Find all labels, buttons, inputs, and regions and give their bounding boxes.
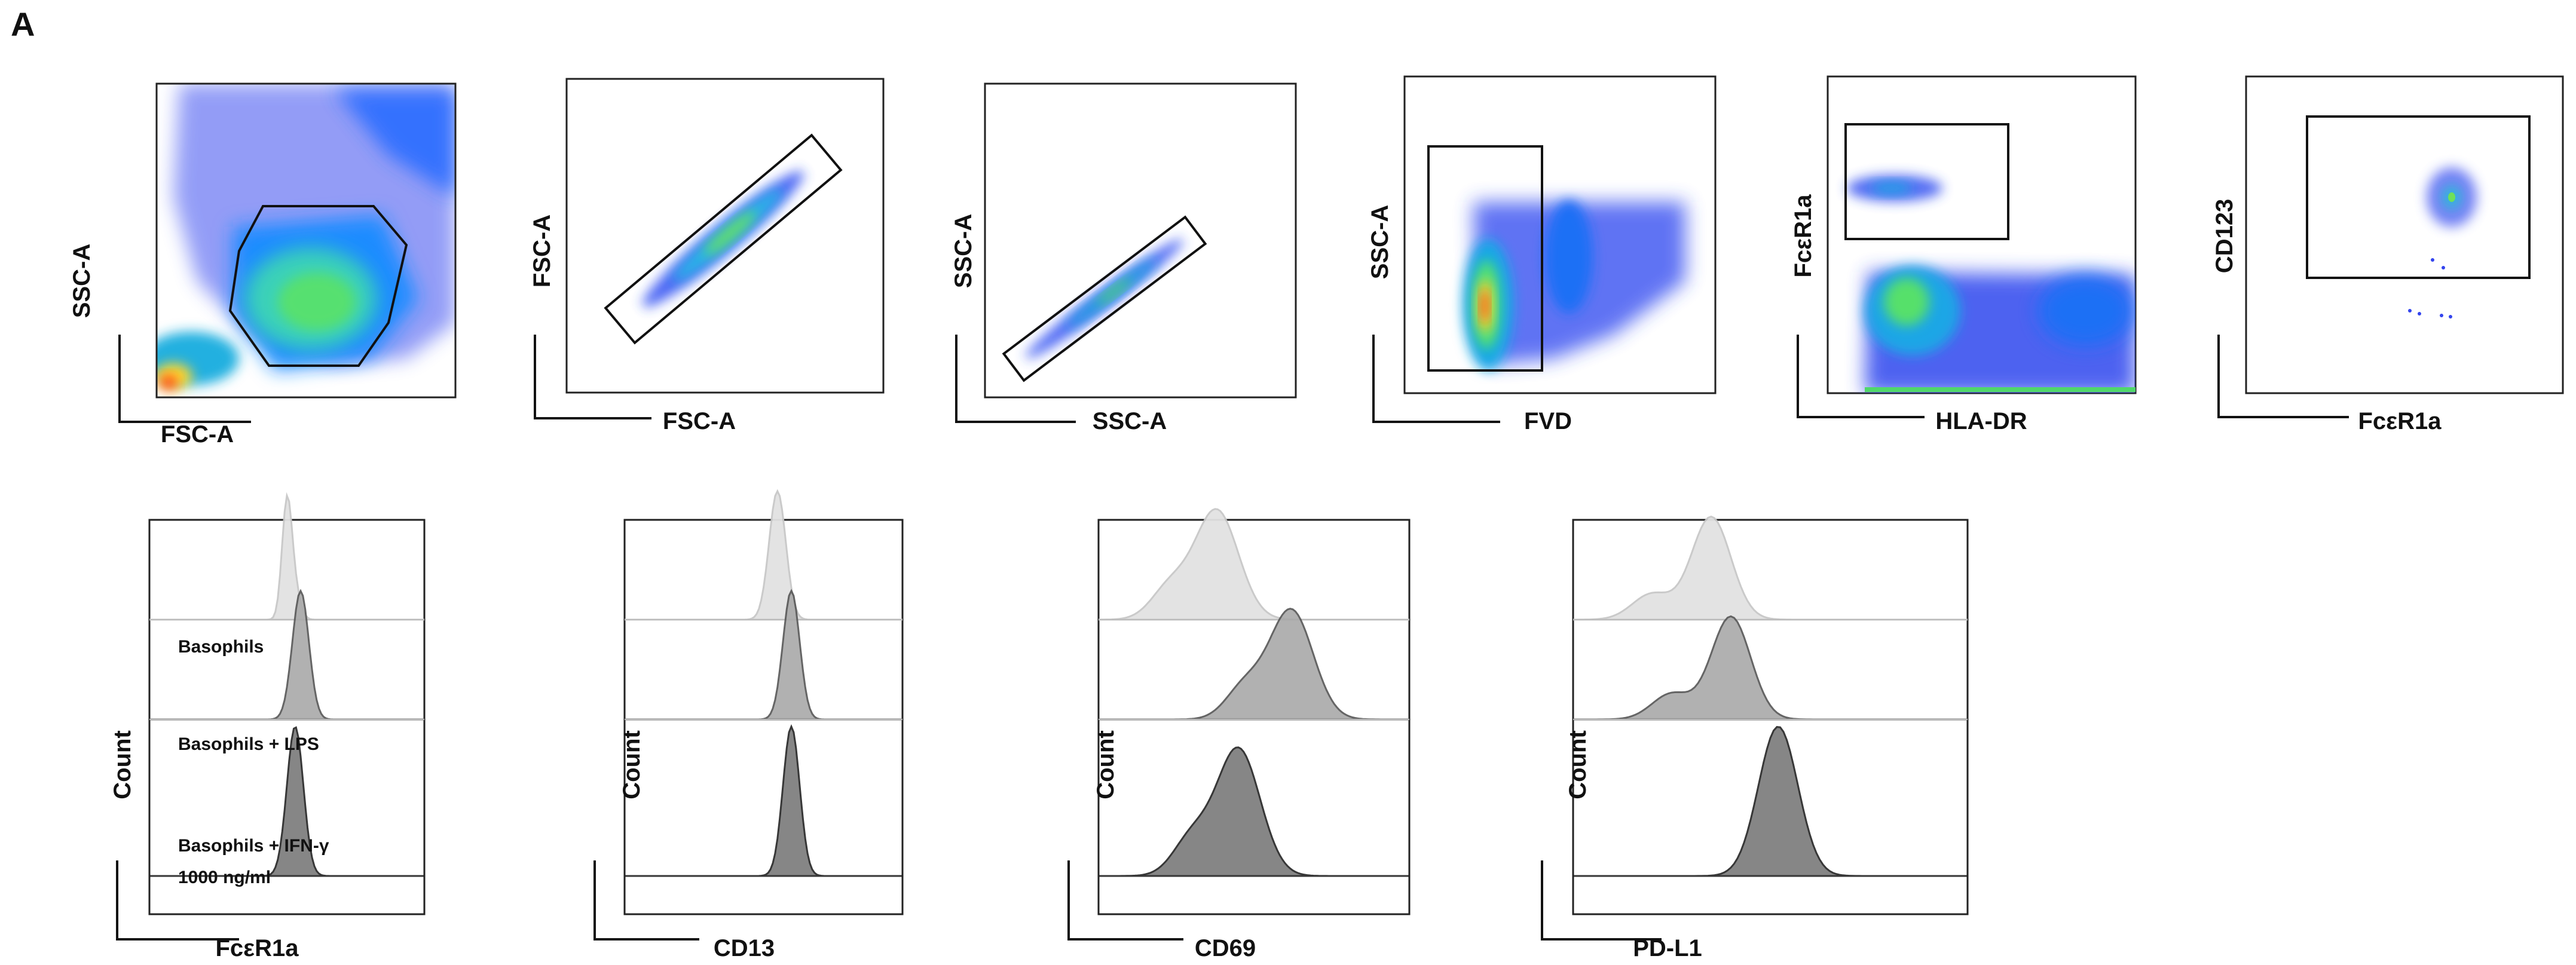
histogram-FcεR1a: FcεR1a Count xyxy=(109,492,426,961)
x-axis-label: FSC-A xyxy=(663,408,736,434)
y-axis-label: FcεR1a xyxy=(1790,194,1816,278)
y-axis-label: FSC-A xyxy=(529,215,555,287)
axis-corner xyxy=(1067,860,1183,941)
dotplot-4: FVD SSC-A xyxy=(1367,75,1717,434)
x-axis-label: CD69 xyxy=(1195,935,1256,961)
histogram-row: FcεR1a Count CD13 Count CD69 Count PD-L1 Count xyxy=(109,489,1969,961)
y-axis-label: Count xyxy=(1093,730,1119,799)
histogram-series-3 xyxy=(625,724,902,877)
row-label-basophils: Basophils xyxy=(178,637,264,657)
plot-frame xyxy=(623,519,904,915)
x-axis-label: FVD xyxy=(1524,408,1572,434)
axis-corner xyxy=(116,860,239,941)
x-axis-label: HLA-DR xyxy=(1935,408,2027,434)
axis-corner xyxy=(593,860,699,941)
histogram-series-3 xyxy=(1099,746,1409,877)
x-axis-label: PD-L1 xyxy=(1633,935,1702,961)
panel-letter: A xyxy=(11,5,35,43)
histogram-PD-L1: PD-L1 Count xyxy=(1541,515,1969,961)
row-label-ifn-dose: 1000 ng/ml xyxy=(178,868,271,887)
y-axis-label: SSC-A xyxy=(1367,205,1393,279)
x-axis-label: FcεR1a xyxy=(215,935,299,961)
dotplot-2: FSC-A FSC-A xyxy=(529,78,885,434)
dotplot-5: HLA-DR FcεR1a xyxy=(1790,75,2137,434)
histogram-series-3 xyxy=(149,726,424,877)
y-axis-label: Count xyxy=(109,730,136,799)
x-axis-label: CD13 xyxy=(714,935,775,961)
row-label-lps: Basophils + LPS xyxy=(178,734,319,754)
dotplot-6: FcεR1a CD123 xyxy=(2211,75,2564,434)
row-label-ifn: Basophils + IFN-γ xyxy=(178,836,329,856)
y-axis-label: Count xyxy=(619,730,645,799)
histogram-CD69: CD69 Count xyxy=(1067,508,1411,961)
dotplot-1: FSC-A SSC-A xyxy=(69,82,457,448)
x-axis-label: SSC-A xyxy=(1093,408,1167,434)
histogram-series-3 xyxy=(1573,726,1968,877)
y-axis-label: SSC-A xyxy=(950,214,977,288)
y-axis-label: CD123 xyxy=(2211,199,2238,274)
histogram-CD13: CD13 Count xyxy=(593,489,904,961)
x-axis-label: FSC-A xyxy=(161,421,234,448)
y-axis-label: SSC-A xyxy=(69,244,95,318)
dotplot-3: SSC-A SSC-A xyxy=(950,82,1297,434)
x-axis-label: FcεR1a xyxy=(2358,408,2442,434)
y-axis-label: Count xyxy=(1565,730,1591,799)
axis-corner xyxy=(1541,860,1662,941)
